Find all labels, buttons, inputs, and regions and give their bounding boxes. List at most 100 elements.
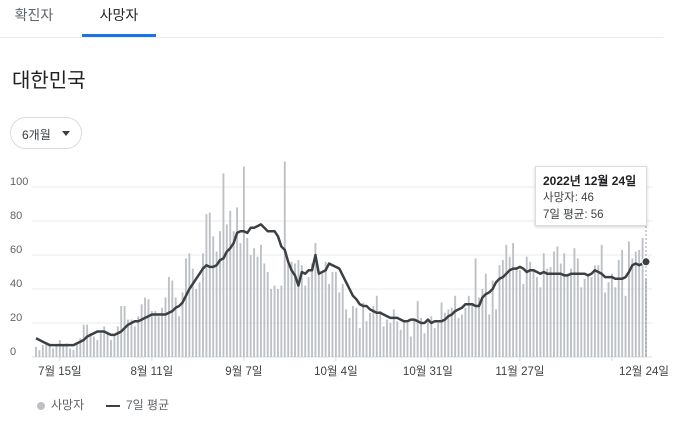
deaths-bar <box>505 244 508 357</box>
deaths-bar <box>38 350 41 357</box>
deaths-bar <box>423 333 426 357</box>
y-tick-label: 0 <box>10 346 16 358</box>
deaths-bar <box>113 334 116 357</box>
deaths-bar <box>638 249 641 357</box>
deaths-bar <box>116 326 119 357</box>
deaths-bar <box>437 323 440 357</box>
deaths-bar <box>185 258 187 357</box>
deaths-bar <box>133 326 136 357</box>
deaths-bar <box>259 244 262 357</box>
deaths-bar <box>580 287 583 357</box>
deaths-bar <box>440 302 443 357</box>
deaths-bar <box>191 268 194 357</box>
y-tick-label: 80 <box>10 210 22 222</box>
tab-confirmed-cases[interactable]: 확진자 <box>14 7 54 23</box>
deaths-bar <box>55 345 58 357</box>
deaths-bar <box>92 336 95 357</box>
deaths-bar <box>304 285 307 357</box>
deaths-bar <box>297 260 300 357</box>
deaths-bar <box>634 251 637 357</box>
deaths-bar <box>522 283 525 357</box>
deaths-bar <box>45 343 48 357</box>
deaths-bar <box>495 309 497 357</box>
deaths-bar <box>600 244 603 357</box>
tooltip-deaths: 사망자: 46 <box>543 192 594 204</box>
deaths-bar <box>454 295 457 357</box>
deaths-bar <box>123 306 126 357</box>
deaths-bar <box>515 266 518 357</box>
deaths-bar <box>570 268 572 357</box>
tab-deaths[interactable]: 사망자 <box>99 7 139 23</box>
deaths-bar <box>645 278 647 357</box>
deaths-bar <box>348 317 351 357</box>
y-tick-label: 20 <box>10 312 22 324</box>
deaths-bar <box>566 273 569 357</box>
deaths-bar <box>345 309 348 357</box>
deaths-bar <box>263 263 266 357</box>
deaths-bar <box>529 261 532 357</box>
deaths-bar <box>307 277 310 357</box>
deaths-bar <box>399 329 402 357</box>
deaths-bar <box>341 283 344 357</box>
deaths-bar <box>382 326 385 357</box>
deaths-bar <box>498 265 501 357</box>
y-axis-ticks: 0 20 40 60 80 100 <box>10 176 28 358</box>
deaths-bar <box>283 161 286 357</box>
deaths-bar <box>396 321 399 357</box>
deaths-bar <box>280 285 283 357</box>
deaths-bar <box>140 304 143 357</box>
deaths-bar <box>171 280 174 357</box>
deaths-bar <box>106 331 109 357</box>
time-range-value: 6개월 <box>22 128 51 142</box>
selected-tab-indicator <box>82 34 156 37</box>
deaths-bar <box>597 265 600 357</box>
deaths-bar <box>365 321 368 357</box>
deaths-bar <box>137 316 140 357</box>
x-tick-label: 7월 15일 <box>38 364 82 378</box>
deaths-bar <box>205 214 208 357</box>
deaths-bar <box>195 289 198 357</box>
deaths-bar <box>287 263 290 357</box>
deaths-bar <box>181 292 184 357</box>
deaths-bar <box>89 333 92 357</box>
deaths-bar <box>604 292 607 357</box>
deaths-bar <box>379 311 382 357</box>
deaths-bar <box>464 307 467 357</box>
deaths-bar <box>471 302 474 357</box>
deaths-bar <box>631 258 634 357</box>
deaths-bar <box>127 319 129 357</box>
x-tick-label: 10월 4일 <box>314 364 358 378</box>
deaths-bar <box>525 256 528 357</box>
deaths-bar <box>416 300 419 357</box>
deaths-bar <box>430 316 433 357</box>
time-range-dropdown[interactable]: 6개월 <box>10 117 82 149</box>
deaths-bar <box>389 323 392 357</box>
deaths-bar <box>351 306 354 357</box>
deaths-bar <box>75 343 78 357</box>
seven-day-average-line <box>35 223 647 347</box>
deaths-bar <box>539 287 542 357</box>
x-tick-label: 10월 31일 <box>403 364 453 378</box>
x-tick-label: 12월 24일 <box>619 364 669 378</box>
deaths-bar <box>219 231 221 357</box>
deaths-bar <box>576 258 579 357</box>
deaths-bar <box>546 268 549 357</box>
deaths-bar <box>334 272 337 357</box>
deaths-bar <box>392 309 395 357</box>
deaths-bar <box>501 260 504 357</box>
legend-label-deaths: 사망자 <box>51 398 85 412</box>
deaths-bar <box>188 253 191 357</box>
deaths-bar <box>249 255 252 357</box>
deaths-bar <box>617 260 620 357</box>
deaths-bar <box>103 326 106 357</box>
deaths-bar <box>290 261 293 357</box>
deaths-bar <box>154 311 157 357</box>
deaths-bar <box>246 238 249 357</box>
deaths-bar <box>321 273 324 357</box>
deaths-bar <box>542 253 545 357</box>
tab-bar: 확진자 사망자 <box>0 0 663 38</box>
deaths-bar <box>641 238 644 357</box>
deaths-bar <box>324 261 327 357</box>
deaths-bar <box>614 287 617 357</box>
deaths-bar <box>536 277 538 357</box>
